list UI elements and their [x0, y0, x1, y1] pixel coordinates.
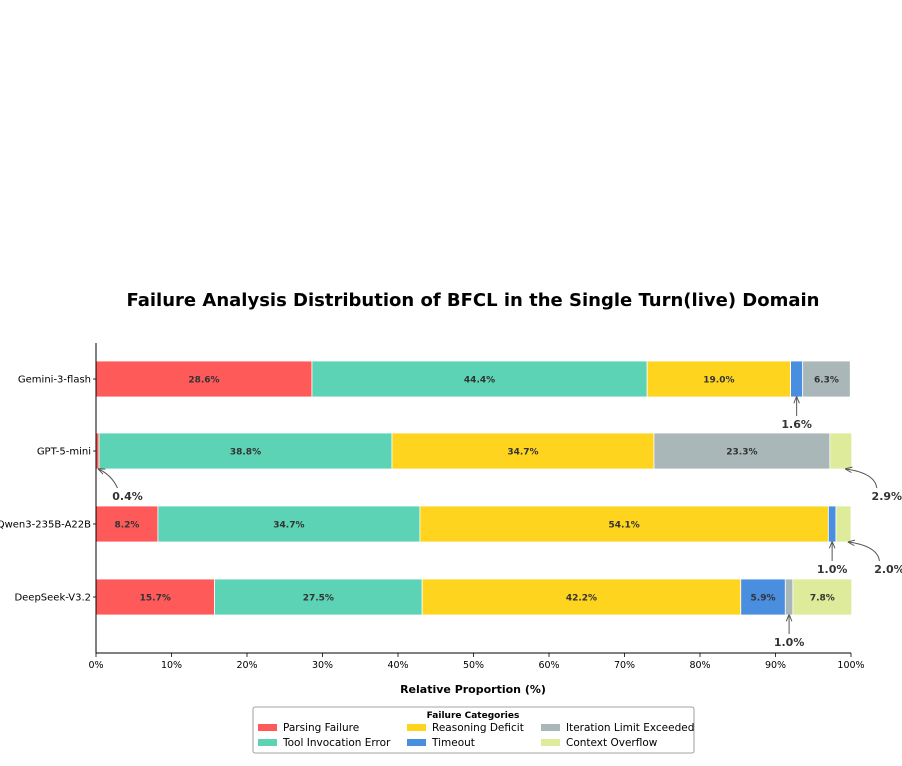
y-tick-label: GPT-5-mini: [37, 447, 91, 458]
x-tick-label: 90%: [765, 660, 786, 671]
bar-segment: [419, 505, 829, 543]
bar-segment: [827, 505, 837, 543]
callout-label: 2.9%: [872, 490, 902, 503]
legend: Failure Categories Parsing Failure Tool I…: [252, 706, 695, 754]
callout-label: 1.6%: [781, 418, 812, 431]
bar-segment: [802, 360, 851, 398]
x-tick-label: 0%: [88, 660, 103, 671]
legend-entry-label: Context Overflow: [566, 737, 658, 749]
bar-segment: [214, 578, 423, 616]
bar-data-label: 28.6%: [188, 376, 219, 386]
legend-swatch: [258, 724, 277, 731]
legend-entry-label: Reasoning Deficit: [432, 722, 524, 734]
bar-data-label: 15.7%: [140, 594, 171, 604]
x-tick-label: 70%: [614, 660, 635, 671]
bar-data-label: 34.7%: [273, 521, 304, 531]
bar-data-label: 6.3%: [814, 376, 839, 386]
x-tick-label: 40%: [387, 660, 408, 671]
callout-arrow: [846, 469, 878, 489]
bar-segment: [95, 360, 313, 398]
legend-entry-label: Iteration Limit Exceeded: [566, 722, 694, 734]
callout-label: 2.0%: [874, 563, 902, 576]
bar-data-label: 38.8%: [230, 448, 261, 458]
legend-frame: [252, 706, 695, 754]
x-tick-label: 60%: [538, 660, 559, 671]
x-tick-label: 10%: [161, 660, 182, 671]
bar-data-label: 27.5%: [303, 594, 334, 604]
x-axis-label: Relative Proportion (%): [400, 683, 546, 696]
y-tick-label: Qwen3-235B-A22B: [0, 520, 91, 531]
bar-data-label: 23.3%: [726, 448, 757, 458]
bar-segment: [95, 505, 159, 543]
bar-data-label: 5.9%: [751, 594, 776, 604]
bar-segment: [792, 578, 853, 616]
bar-segment: [835, 505, 852, 543]
bar-data-label: 34.7%: [507, 448, 538, 458]
bar-data-label: 54.1%: [609, 521, 640, 531]
legend-swatch: [407, 739, 426, 746]
bar-segment: [790, 360, 804, 398]
bar-segment: [311, 360, 648, 398]
legend-entry-label: Parsing Failure: [283, 722, 359, 734]
bar-data-label: 44.4%: [464, 376, 495, 386]
x-tick-label: 30%: [312, 660, 333, 671]
plot-area: 28.6% 44.4% 19.0% 6.3% Gemini-3-flash 38.8% 34…: [0, 343, 902, 671]
x-tick-label: 80%: [689, 660, 710, 671]
x-tick-label: 50%: [463, 660, 484, 671]
bar-data-label: 8.2%: [114, 521, 139, 531]
callout-arrow: [848, 542, 880, 562]
callout-arrow: [99, 469, 118, 489]
x-tick-label: 100%: [837, 660, 864, 671]
bar-segment: [653, 432, 831, 470]
bar-segment: [784, 578, 794, 616]
y-tick-label: Gemini-3-flash: [18, 375, 91, 386]
callout-label: 0.4%: [112, 490, 143, 503]
bar-segment: [646, 360, 792, 398]
callout-label: 1.0%: [774, 636, 805, 649]
bar-segment: [829, 432, 853, 470]
legend-swatch: [407, 724, 426, 731]
callout-label: 1.0%: [817, 563, 848, 576]
bar-segment: [98, 432, 393, 470]
bar-segment: [740, 578, 786, 616]
y-tick-label: DeepSeek-V3.2: [14, 593, 91, 604]
bar-segment: [391, 432, 655, 470]
chart-title: Failure Analysis Distribution of BFCL in…: [127, 290, 820, 311]
bar-data-label: 7.8%: [810, 594, 835, 604]
legend-swatch: [258, 739, 277, 746]
legend-entry-label: Timeout: [431, 737, 475, 749]
legend-swatch: [541, 739, 560, 746]
bar-data-label: 19.0%: [703, 376, 734, 386]
bar-data-label: 42.2%: [566, 594, 597, 604]
x-tick-label: 20%: [236, 660, 257, 671]
bar-segment: [157, 505, 421, 543]
legend-entry-label: Tool Invocation Error: [282, 737, 391, 749]
legend-title: Failure Categories: [427, 711, 520, 721]
legend-swatch: [541, 724, 560, 731]
bar-segment: [95, 578, 215, 616]
